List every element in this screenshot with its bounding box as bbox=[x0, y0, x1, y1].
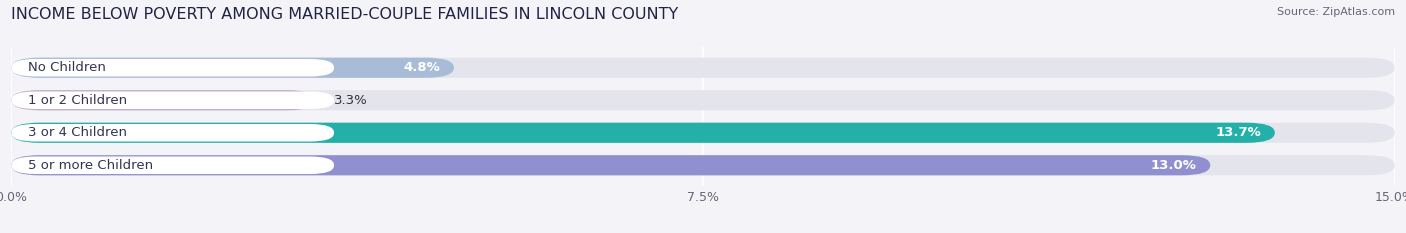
Text: 3.3%: 3.3% bbox=[335, 94, 368, 107]
FancyBboxPatch shape bbox=[11, 90, 1395, 110]
Text: 1 or 2 Children: 1 or 2 Children bbox=[28, 94, 127, 107]
Text: 5 or more Children: 5 or more Children bbox=[28, 159, 153, 172]
FancyBboxPatch shape bbox=[11, 124, 335, 141]
Text: 13.0%: 13.0% bbox=[1150, 159, 1197, 172]
FancyBboxPatch shape bbox=[11, 123, 1395, 143]
FancyBboxPatch shape bbox=[11, 155, 1211, 175]
Text: Source: ZipAtlas.com: Source: ZipAtlas.com bbox=[1277, 7, 1395, 17]
FancyBboxPatch shape bbox=[11, 92, 335, 109]
Text: 4.8%: 4.8% bbox=[404, 61, 440, 74]
Text: INCOME BELOW POVERTY AMONG MARRIED-COUPLE FAMILIES IN LINCOLN COUNTY: INCOME BELOW POVERTY AMONG MARRIED-COUPL… bbox=[11, 7, 679, 22]
FancyBboxPatch shape bbox=[11, 58, 1395, 78]
FancyBboxPatch shape bbox=[11, 157, 335, 174]
Text: 13.7%: 13.7% bbox=[1215, 126, 1261, 139]
FancyBboxPatch shape bbox=[11, 155, 1395, 175]
FancyBboxPatch shape bbox=[11, 123, 1275, 143]
FancyBboxPatch shape bbox=[11, 58, 454, 78]
Text: 3 or 4 Children: 3 or 4 Children bbox=[28, 126, 127, 139]
FancyBboxPatch shape bbox=[11, 59, 335, 76]
Text: No Children: No Children bbox=[28, 61, 105, 74]
FancyBboxPatch shape bbox=[11, 90, 315, 110]
